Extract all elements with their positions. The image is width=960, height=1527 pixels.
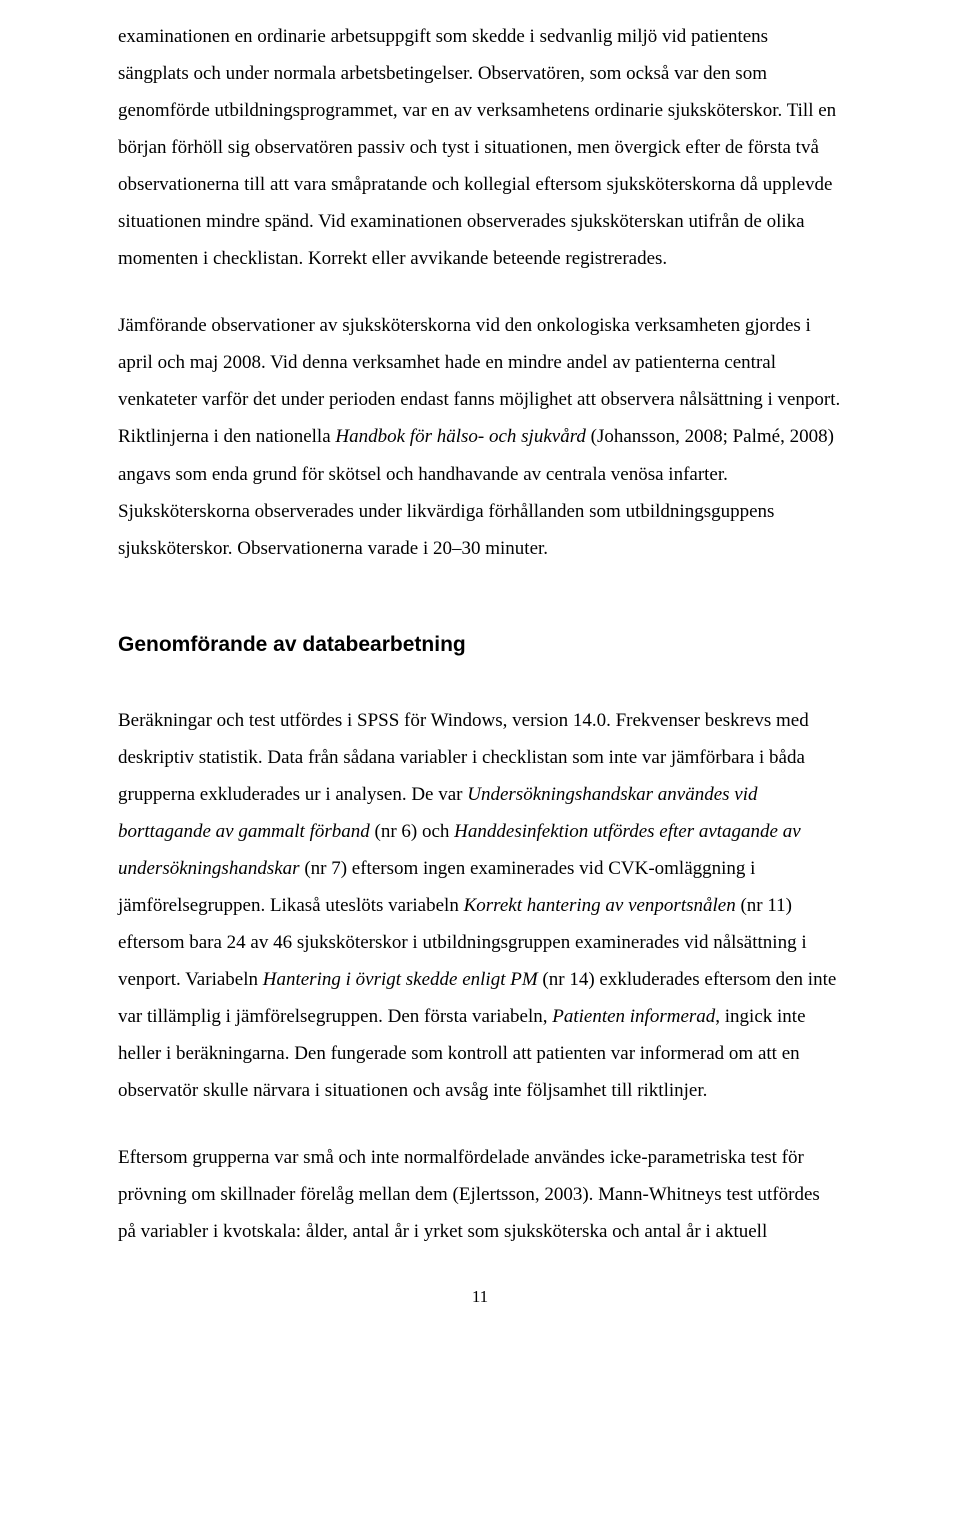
section-heading: Genomförande av databearbetning: [118, 625, 842, 666]
paragraph-3: Beräkningar och test utfördes i SPSS för…: [118, 702, 842, 1110]
body-text: (nr 6) och: [370, 821, 454, 842]
document-page: examinationen en ordinarie arbetsuppgift…: [0, 0, 960, 1527]
paragraph-2: Jämförande observationer av sjukskötersk…: [118, 307, 842, 566]
italic-text: Hantering i övrigt skedde enligt PM: [263, 969, 538, 990]
paragraph-4: Eftersom grupperna var små och inte norm…: [118, 1139, 842, 1250]
body-text: examinationen en ordinarie arbetsuppgift…: [118, 26, 836, 269]
italic-text: Patienten informerad: [552, 1006, 715, 1027]
body-text: Eftersom grupperna var små och inte norm…: [118, 1147, 820, 1242]
italic-text: Korrekt hantering av venportsnålen: [464, 895, 736, 916]
page-number: 11: [118, 1280, 842, 1313]
paragraph-1: examinationen en ordinarie arbetsuppgift…: [118, 18, 842, 277]
italic-text: Handbok för hälso- och sjukvård: [335, 426, 586, 447]
